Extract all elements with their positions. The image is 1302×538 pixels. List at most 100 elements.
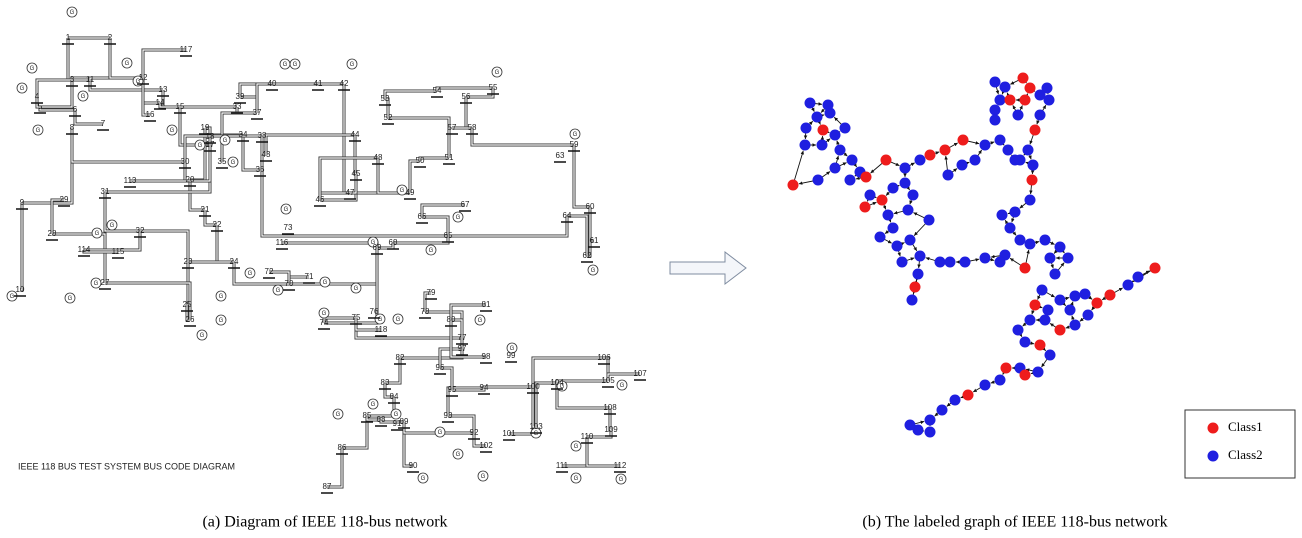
graph-node <box>1020 337 1031 348</box>
line-outer <box>22 128 72 203</box>
bus-label: 46 <box>316 195 325 204</box>
bus-label: 41 <box>314 79 323 88</box>
bus-label: 72 <box>265 267 274 276</box>
bus-label: 13 <box>159 85 168 94</box>
bus-label: 49 <box>406 188 415 197</box>
bus-label: 67 <box>461 200 470 209</box>
graph-node <box>830 163 841 174</box>
graph-node <box>1000 82 1011 93</box>
figure-canvas: GGGGGGGGGGGGGGGGGGGGGGGGGGGGGGGGGGGGGGGG… <box>0 0 1302 538</box>
bus-label: 97 <box>458 344 467 353</box>
bus-label: 113 <box>124 176 137 185</box>
legend-marker <box>1208 423 1219 434</box>
graph-node <box>1055 325 1066 336</box>
graph-node <box>1020 95 1031 106</box>
graph-node <box>900 178 911 189</box>
graph-node <box>995 135 1006 146</box>
graph-node <box>1105 290 1116 301</box>
bus-label: 73 <box>284 223 293 232</box>
graph-node <box>1042 83 1053 94</box>
bus-label: 52 <box>384 113 393 122</box>
generator-symbol: G <box>396 317 401 323</box>
line-inner <box>52 234 105 283</box>
graph-node <box>970 155 981 166</box>
graph-node <box>925 415 936 426</box>
generator-symbol: G <box>110 223 115 229</box>
graph-node <box>1035 340 1046 351</box>
bus-label: 31 <box>101 187 110 196</box>
graph-node <box>1150 263 1161 274</box>
graph-node <box>903 205 914 216</box>
graph-node <box>910 282 921 293</box>
bus-label: 38 <box>258 131 267 140</box>
bus-label: 55 <box>489 83 498 92</box>
bus-label: 75 <box>352 313 361 322</box>
legend-marker <box>1208 451 1219 462</box>
graph-node <box>813 175 824 186</box>
bus-label: 56 <box>462 92 471 101</box>
graph-node <box>915 155 926 166</box>
generator-symbol: G <box>68 296 73 302</box>
graph-node <box>865 190 876 201</box>
bus-label: 7 <box>101 119 106 128</box>
line-inner <box>75 110 103 124</box>
generator-symbol: G <box>534 431 539 437</box>
bus-label: 114 <box>78 245 91 254</box>
bus-label: 50 <box>416 156 425 165</box>
bus-label: 39 <box>236 92 245 101</box>
graph-node <box>1010 207 1021 218</box>
bus-label: 64 <box>563 211 572 220</box>
graph-node <box>881 155 892 166</box>
generator-symbol: G <box>283 62 288 68</box>
bus-label: 111 <box>556 461 569 470</box>
line-inner <box>266 135 355 155</box>
generator-symbol: G <box>495 70 500 76</box>
line-inner <box>448 216 567 236</box>
graph-node <box>1044 95 1055 106</box>
bus-label: 15 <box>176 102 185 111</box>
bus-label: 76 <box>370 307 379 316</box>
bus-label: 36 <box>256 165 265 174</box>
graph-node <box>823 100 834 111</box>
line-outer <box>289 248 377 284</box>
generator-symbol: G <box>248 271 253 277</box>
graph-node <box>995 95 1006 106</box>
bus-label: 69 <box>373 243 382 252</box>
generator-symbol: G <box>323 280 328 286</box>
bus-label: 116 <box>276 238 289 247</box>
graph-node <box>980 140 991 151</box>
line-inner <box>40 80 72 107</box>
bus-label: 61 <box>590 236 599 245</box>
bus-label: 74 <box>320 318 329 327</box>
bus-label: 19 <box>201 123 210 132</box>
line-inner <box>574 145 590 207</box>
graph-node <box>1030 125 1041 136</box>
graph-node <box>847 155 858 166</box>
bus-label: 37 <box>253 108 262 117</box>
generator-symbol: G <box>10 294 15 300</box>
graph-node <box>1035 110 1046 121</box>
bus-label: 34 <box>239 130 248 139</box>
generator-symbol: G <box>219 294 224 300</box>
line-outer <box>75 110 103 124</box>
graph-node <box>800 140 811 151</box>
bus-label: 25 <box>183 300 192 309</box>
graph-node <box>845 175 856 186</box>
generator-symbol: G <box>276 288 281 294</box>
graph-node <box>963 390 974 401</box>
bus-label: 96 <box>436 363 445 372</box>
bus-label: 1 <box>66 33 71 42</box>
bus-label: 8 <box>70 123 75 132</box>
bus-label: 83 <box>381 378 390 387</box>
generator-symbol: G <box>400 188 405 194</box>
line-outer <box>282 243 377 248</box>
bus-label: 29 <box>60 195 69 204</box>
bus-label: 17 <box>206 140 215 149</box>
line-outer <box>448 216 567 236</box>
generator-symbol: G <box>478 318 483 324</box>
graph-node <box>1083 310 1094 321</box>
bus-label: 78 <box>421 307 430 316</box>
generator-symbol: G <box>456 215 461 221</box>
generator-symbol: G <box>30 66 35 72</box>
graph-node <box>1005 223 1016 234</box>
